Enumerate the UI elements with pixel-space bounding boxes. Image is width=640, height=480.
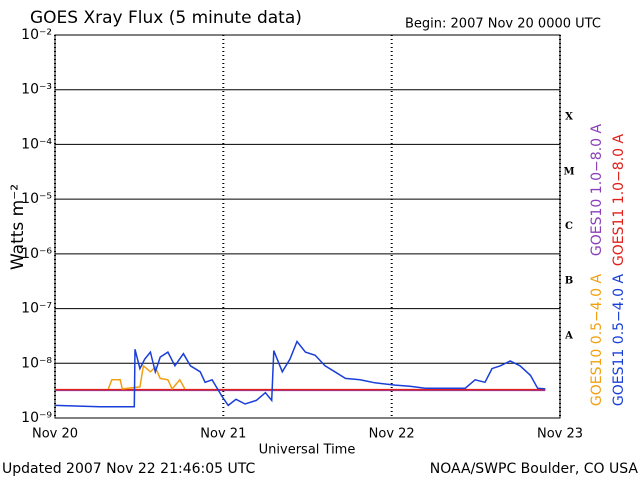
y-tick-label: 10⁻⁷ [21, 301, 52, 317]
plot-frame [54, 34, 561, 419]
legend-entry: GOES10 0.5−4.0 A [589, 274, 605, 407]
updated-time: Updated 2007 Nov 22 21:46:05 UTC [2, 461, 255, 477]
legend-entry: GOES11 0.5−4.0 A [611, 274, 627, 407]
x-tick-label: Nov 21 [200, 427, 246, 442]
series-line [54, 340, 546, 408]
chart-title: GOES Xray Flux (5 minute data) [30, 8, 302, 28]
y-tick-label: 10⁻⁸ [21, 355, 52, 371]
legend-entry: GOES11 1.0−8.0 A [611, 134, 627, 267]
x-tick-label: Nov 20 [32, 427, 78, 442]
begin-time: Begin: 2007 Nov 20 0000 UTC [405, 17, 601, 32]
x-tick-label: Nov 22 [369, 427, 415, 442]
y-tick-label: 10⁻⁴ [21, 136, 52, 152]
y-axis-label: Watts m⁻² [8, 184, 28, 270]
flare-class-label: A [564, 330, 573, 341]
y-tick-label: 10⁻⁵ [21, 191, 52, 207]
y-tick-label: 10⁻⁹ [21, 410, 52, 426]
flare-class-label: B [565, 276, 573, 287]
flare-class-label: C [565, 221, 573, 232]
series-line [107, 364, 186, 391]
x-axis-label: Universal Time [259, 443, 356, 458]
flare-class-label: X [565, 112, 573, 123]
y-tick-label: 10⁻⁶ [21, 246, 52, 262]
x-tick-label: Nov 23 [537, 427, 583, 442]
y-tick-label: 10⁻² [21, 27, 52, 43]
y-tick-label: 10⁻³ [21, 82, 52, 98]
credit: NOAA/SWPC Boulder, CO USA [430, 461, 639, 477]
flare-class-label: M [563, 166, 574, 177]
legend-entry: GOES10 1.0−8.0 A [589, 124, 605, 257]
